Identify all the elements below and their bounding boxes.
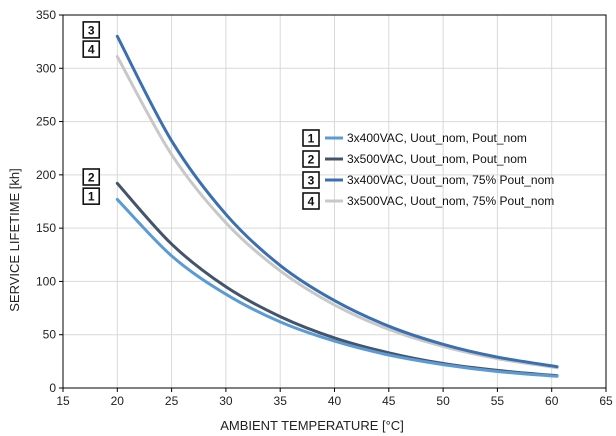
- curve-tag-3-number: 3: [88, 23, 95, 37]
- x-tick-label: 25: [165, 394, 179, 408]
- curve-tag-4: 4: [82, 40, 101, 58]
- x-axis-title: AMBIENT TEMPERATURE [°C]: [220, 418, 404, 433]
- curve-tag-2: 2: [82, 168, 101, 186]
- y-tick-label: 350: [36, 8, 56, 22]
- curve-tag-1-number: 1: [88, 190, 95, 204]
- legend-tag-2: 2: [302, 150, 320, 168]
- curve-tag-4-box: [82, 40, 101, 58]
- y-tick-label: 0: [49, 381, 56, 395]
- legend-tag-1-box: [302, 129, 320, 147]
- curve-tag-2-box: [82, 168, 101, 186]
- x-tick-label: 55: [491, 394, 505, 408]
- x-tick-label: 30: [219, 394, 233, 408]
- legend: 1 3x400VAC, Uout_nom, Pout_nom 2 3x500VAC, …: [302, 129, 554, 210]
- y-tick-label: 50: [43, 328, 57, 342]
- legend-item-4: 4 3x500VAC, Uout_nom, 75% Pout_nom: [302, 192, 554, 210]
- y-tick-label: 300: [36, 61, 56, 75]
- x-tick-label: 50: [436, 394, 450, 408]
- curve-tags: 3 4 2 1: [82, 21, 101, 205]
- legend-tag-2-box: [302, 150, 320, 168]
- legend-tag-3: 3: [302, 171, 320, 189]
- legend-item-3: 3 3x400VAC, Uout_nom, 75% Pout_nom: [302, 171, 554, 189]
- series-lines: [115, 34, 559, 378]
- legend-tag-3-number: 3: [308, 174, 315, 188]
- x-tick-label: 35: [274, 394, 288, 408]
- legend-label-2: 3x500VAC, Uout_nom, Pout_nom: [347, 152, 527, 166]
- y-tick-label: 100: [36, 274, 56, 288]
- series-line-3: [115, 34, 559, 369]
- legend-label-1: 3x400VAC, Uout_nom, Pout_nom: [347, 131, 527, 145]
- legend-tag-3-box: [302, 171, 320, 189]
- curve-tag-4-number: 4: [88, 43, 95, 57]
- curve-tag-1-box: [82, 187, 101, 205]
- y-axis-title: SERVICE LIFETIME [kh]: [7, 168, 22, 312]
- legend-label-3: 3x400VAC, Uout_nom, 75% Pout_nom: [347, 173, 554, 187]
- x-tick-labels: 15 20 25 30 35 40 45 50 55 60 65: [56, 388, 613, 408]
- y-tick-label: 200: [36, 168, 56, 182]
- x-tick-label: 15: [56, 394, 70, 408]
- curve-tag-3: 3: [82, 21, 101, 39]
- legend-tag-1-number: 1: [308, 132, 315, 146]
- x-tick-label: 60: [545, 394, 559, 408]
- series-line-1: [115, 197, 559, 378]
- legend-tag-4-number: 4: [308, 195, 315, 209]
- y-tick-label: 150: [36, 221, 56, 235]
- x-tick-label: 65: [599, 394, 613, 408]
- legend-item-2: 2 3x500VAC, Uout_nom, Pout_nom: [302, 150, 527, 168]
- legend-label-4: 3x500VAC, Uout_nom, 75% Pout_nom: [347, 194, 554, 208]
- x-tick-label: 45: [382, 394, 396, 408]
- series-line-4: [115, 55, 559, 370]
- legend-tag-1: 1: [302, 129, 320, 147]
- legend-tag-4-box: [302, 192, 320, 210]
- y-tick-label: 250: [36, 115, 56, 129]
- legend-tag-2-number: 2: [308, 153, 315, 167]
- x-tick-label: 40: [328, 394, 342, 408]
- curve-tag-1: 1: [82, 187, 101, 205]
- curve-tag-2-number: 2: [88, 170, 95, 184]
- curve-tag-3-box: [82, 21, 101, 39]
- legend-tag-4: 4: [302, 192, 320, 210]
- legend-item-1: 1 3x400VAC, Uout_nom, Pout_nom: [302, 129, 527, 147]
- x-tick-label: 20: [111, 394, 125, 408]
- y-tick-labels: 0 50 100 150 200 250 300 350: [36, 8, 63, 395]
